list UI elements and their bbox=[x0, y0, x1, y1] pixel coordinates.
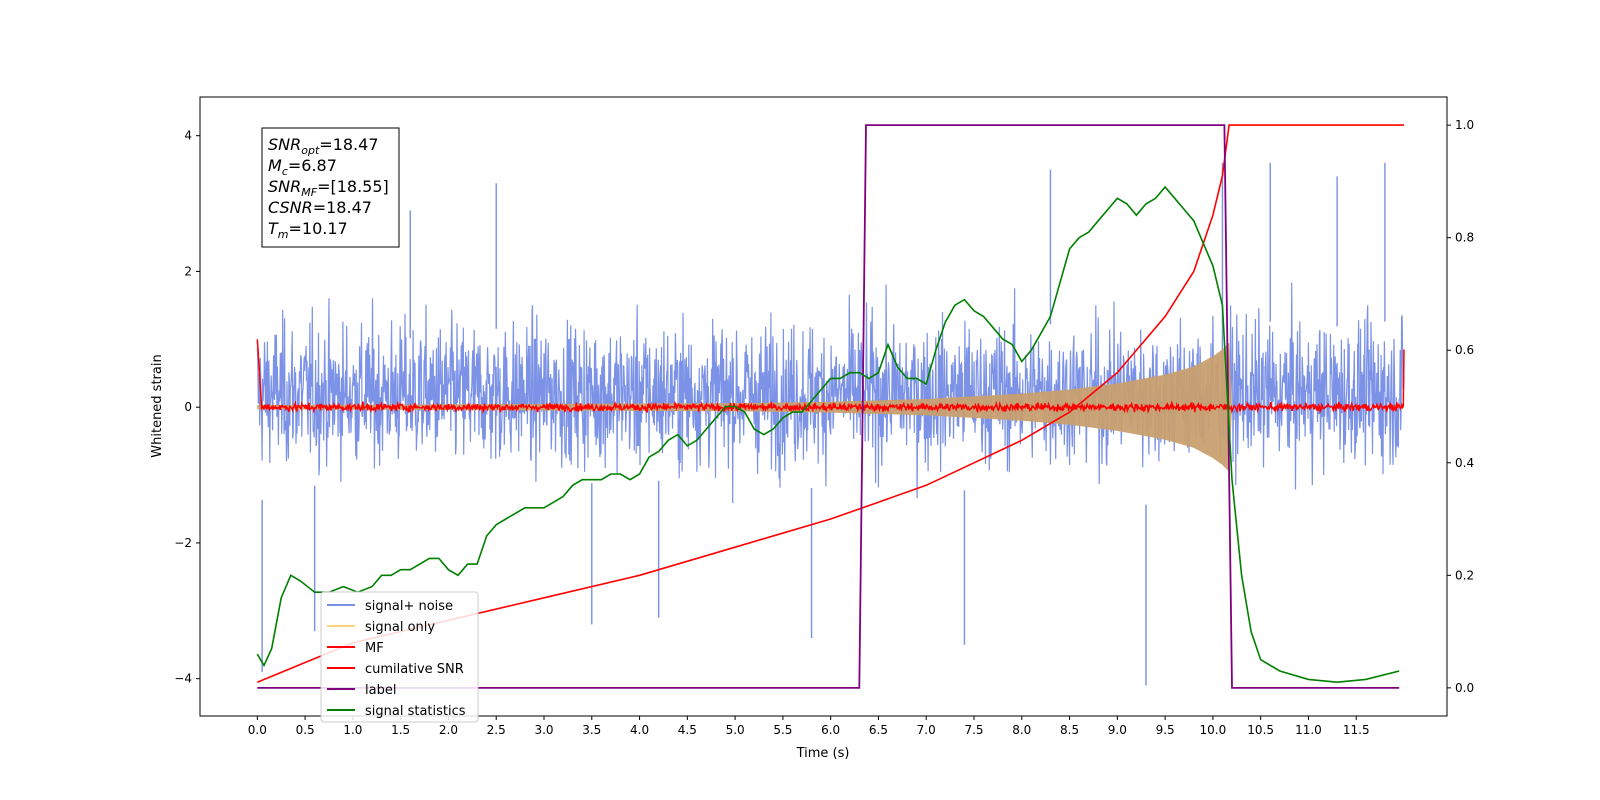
y-axis-right: 1.0 0.8 0.6 0.4 0.2 0.0 bbox=[1447, 118, 1474, 695]
y-right-tick-label: 0.4 bbox=[1455, 456, 1474, 470]
x-tick-label: 2.5 bbox=[487, 723, 506, 737]
y-left-tick-label: 2 bbox=[184, 264, 192, 278]
annotation-frame bbox=[261, 127, 400, 248]
x-tick-label: 8.5 bbox=[1060, 723, 1079, 737]
y-left-tick-label: 4 bbox=[184, 129, 192, 143]
x-tick-label: 8.0 bbox=[1012, 723, 1031, 737]
x-tick-label: 10.5 bbox=[1247, 723, 1274, 737]
x-tick-label: 4.5 bbox=[678, 723, 697, 737]
series-signal-noise bbox=[256, 282, 1405, 504]
x-tick-label: 11.0 bbox=[1295, 723, 1322, 737]
y-right-tick-label: 0.2 bbox=[1455, 568, 1474, 582]
annotation-line: Tm=10.17 bbox=[268, 219, 348, 241]
x-tick-label: 3.5 bbox=[582, 723, 601, 737]
annotation-line: SNRMF=[18.55] bbox=[268, 177, 389, 199]
x-tick-label: 6.0 bbox=[821, 723, 840, 737]
x-tick-label: 0.0 bbox=[248, 723, 267, 737]
y-right-tick-label: 0.6 bbox=[1455, 343, 1474, 357]
x-tick-label: 11.5 bbox=[1343, 723, 1370, 737]
y-left-tick-label: −4 bbox=[174, 672, 192, 686]
series-cumulative-snr bbox=[256, 124, 1404, 683]
legend-label: cumilative SNR bbox=[365, 662, 464, 677]
x-tick-label: 9.0 bbox=[1108, 723, 1127, 737]
annotation-line: SNRopt=18.47 bbox=[268, 135, 379, 157]
series-signal-statistics bbox=[256, 185, 1400, 684]
x-axis-label: Time (s) bbox=[796, 746, 850, 761]
x-tick-label: 0.5 bbox=[296, 723, 315, 737]
legend-frame bbox=[320, 591, 479, 723]
x-tick-label: 5.5 bbox=[773, 723, 792, 737]
series-label bbox=[257, 124, 1400, 689]
x-tick-label: 3.0 bbox=[534, 723, 553, 737]
y-left-tick-label: −2 bbox=[174, 536, 192, 550]
legend-label: signal only bbox=[365, 620, 435, 635]
legend-label: signal+ noise bbox=[365, 599, 453, 614]
x-tick-label: 7.5 bbox=[964, 723, 983, 737]
y-right-tick-label: 0.0 bbox=[1455, 681, 1474, 695]
x-tick-label: 5.0 bbox=[726, 723, 745, 737]
series-layer bbox=[256, 124, 1405, 689]
x-tick-label: 1.5 bbox=[391, 723, 410, 737]
series-mf bbox=[256, 339, 1405, 415]
annotation-line: CSNR=18.47 bbox=[268, 198, 372, 217]
y-right-tick-label: 0.8 bbox=[1455, 231, 1474, 245]
x-tick-label: 9.5 bbox=[1156, 723, 1175, 737]
x-tick-label: 1.0 bbox=[343, 723, 362, 737]
y-axis-label: Whitened strain bbox=[150, 354, 165, 457]
x-tick-label: 7.0 bbox=[917, 723, 936, 737]
legend: signal+ noise signal only MF cumilative SNR… bbox=[320, 591, 479, 723]
plot-frame bbox=[199, 96, 1448, 717]
x-tick-label: 2.0 bbox=[439, 723, 458, 737]
legend-label: signal statistics bbox=[365, 704, 466, 719]
y-left-tick-label: 0 bbox=[184, 400, 192, 414]
annotation-line: Mc=6.87 bbox=[268, 156, 337, 178]
x-tick-label: 6.5 bbox=[869, 723, 888, 737]
legend-label: label bbox=[365, 683, 396, 698]
x-tick-label: 10.0 bbox=[1200, 723, 1227, 737]
x-tick-label: 4.0 bbox=[630, 723, 649, 737]
annotation-box: SNRopt=18.47Mc=6.87SNRMF=[18.55]CSNR=18.… bbox=[261, 127, 400, 248]
legend-label: MF bbox=[365, 641, 384, 656]
x-axis: 0.0 0.5 1.0 1.5 2.0 2.5 3.0 3.5 4.0 4.5 5.0 5.5 6.0 6… bbox=[248, 716, 1370, 737]
y-right-tick-label: 1.0 bbox=[1455, 118, 1474, 132]
y-axis-left: 4 2 0 −2 −4 bbox=[174, 129, 200, 686]
